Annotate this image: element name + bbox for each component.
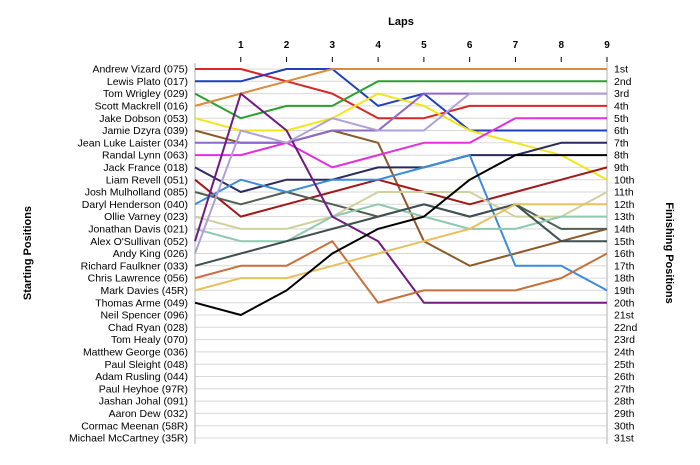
finish-position-label: 31st bbox=[614, 433, 634, 445]
finish-position-label: 5th bbox=[614, 113, 629, 125]
series-line-19 bbox=[194, 203, 607, 292]
start-position-label: Andy King (026) bbox=[113, 248, 188, 260]
start-position-label: Chris Lawrence (056) bbox=[88, 273, 188, 285]
x-tick-label: 7 bbox=[513, 40, 519, 51]
finish-position-label: 1st bbox=[614, 64, 628, 76]
start-position-label: Jamie Dzyra (039) bbox=[102, 125, 188, 137]
series-line-20 bbox=[194, 154, 607, 316]
x-tick-label: 4 bbox=[375, 40, 381, 51]
y-axis-label-right: Finishing Positions bbox=[663, 202, 675, 303]
finish-position-label: 20th bbox=[614, 297, 635, 309]
start-position-label: Neil Spencer (096) bbox=[100, 310, 188, 322]
finish-position-label: 2nd bbox=[614, 76, 632, 88]
start-position-label: Lewis Plato (017) bbox=[107, 76, 188, 88]
finish-position-label: 24th bbox=[614, 347, 635, 359]
y-axis-label-left: Starting Positions bbox=[22, 206, 34, 300]
start-position-label: Tom Wrigley (029) bbox=[103, 88, 188, 100]
x-tick-label: 5 bbox=[421, 40, 427, 51]
x-tick-label: 8 bbox=[558, 40, 564, 51]
start-position-label: Scott Mackrell (016) bbox=[95, 101, 188, 113]
finish-position-label: 14th bbox=[614, 224, 635, 236]
start-position-label: Adam Rusling (044) bbox=[95, 371, 188, 383]
start-position-label: Cormac Meenan (58R) bbox=[81, 420, 188, 432]
start-position-label: Paul Sleight (048) bbox=[105, 359, 188, 371]
finish-position-label: 29th bbox=[614, 408, 635, 420]
finish-position-label: 15th bbox=[614, 236, 635, 248]
start-position-label: Jashan Johal (091) bbox=[99, 396, 188, 408]
x-tick-label: 9 bbox=[604, 40, 610, 51]
finish-position-label: 22nd bbox=[614, 322, 638, 334]
finish-position-label: 30th bbox=[614, 420, 635, 432]
series-line-8 bbox=[195, 117, 607, 169]
finish-position-label: 8th bbox=[614, 150, 629, 162]
start-position-label: Michael McCartney (35R) bbox=[69, 433, 188, 445]
finish-position-label: 13th bbox=[614, 211, 635, 223]
chart-title: Laps bbox=[388, 16, 414, 28]
start-position-label: Paul Heyhoe (97R) bbox=[99, 383, 188, 395]
series-line-17 bbox=[194, 203, 607, 267]
x-tick-label: 2 bbox=[284, 40, 290, 51]
finish-position-label: 28th bbox=[614, 396, 635, 408]
start-position-label: Alex O'Sullivan (052) bbox=[90, 236, 188, 248]
start-position-label: Ollie Varney (023) bbox=[104, 211, 188, 223]
start-position-label: Jonathan Davis (021) bbox=[88, 224, 188, 236]
start-position-label: Randal Lynn (063) bbox=[102, 150, 188, 162]
series-line-18 bbox=[194, 240, 608, 304]
finish-position-label: 7th bbox=[614, 137, 629, 149]
finish-position-label: 21st bbox=[614, 310, 634, 322]
finish-position-label: 17th bbox=[614, 260, 635, 272]
finish-position-label: 10th bbox=[614, 174, 635, 186]
start-position-label: Richard Faulkner (033) bbox=[81, 260, 188, 272]
start-position-label: Daryl Henderson (040) bbox=[82, 199, 188, 211]
x-tick-label: 1 bbox=[238, 40, 244, 51]
start-position-label: Matthew George (036) bbox=[83, 347, 188, 359]
start-position-label: Josh Mulholland (085) bbox=[85, 187, 188, 199]
finish-position-label: 11th bbox=[614, 187, 634, 199]
finish-position-label: 16th bbox=[614, 248, 635, 260]
finish-position-label: 26th bbox=[614, 371, 635, 383]
finish-position-label: 9th bbox=[614, 162, 629, 174]
finish-position-label: 19th bbox=[614, 285, 635, 297]
series-line-16 bbox=[194, 92, 607, 254]
finish-position-label: 18th bbox=[614, 273, 635, 285]
finish-position-label: 23rd bbox=[614, 334, 635, 346]
finish-position-label: 3rd bbox=[614, 88, 629, 100]
start-position-label: Thomas Arme (049) bbox=[95, 297, 188, 309]
finish-position-label: 4th bbox=[614, 101, 629, 113]
finish-position-label: 27th bbox=[614, 383, 635, 395]
start-position-label: Tom Healy (070) bbox=[111, 334, 188, 346]
start-position-label: Andrew Vizard (075) bbox=[92, 64, 188, 76]
series-line-15 bbox=[194, 92, 607, 304]
start-position-label: Jack France (018) bbox=[103, 162, 188, 174]
finish-position-label: 25th bbox=[614, 359, 635, 371]
x-tick-label: 3 bbox=[330, 40, 336, 51]
series-line-10 bbox=[194, 166, 608, 218]
start-position-label: Jake Dobson (053) bbox=[99, 113, 188, 125]
finish-position-label: 6th bbox=[614, 125, 629, 137]
finish-position-label: 12th bbox=[614, 199, 635, 211]
start-position-label: Chad Ryan (028) bbox=[108, 322, 188, 334]
start-position-label: Aaron Dew (032) bbox=[109, 408, 188, 420]
start-position-label: Jean Luke Laister (034) bbox=[78, 137, 188, 149]
start-position-label: Mark Davies (45R) bbox=[100, 285, 188, 297]
series-line-12 bbox=[194, 154, 608, 292]
series-line-4 bbox=[194, 68, 607, 107]
start-position-label: Liam Revell (051) bbox=[106, 174, 188, 186]
x-tick-label: 6 bbox=[467, 40, 473, 51]
series-line-13 bbox=[194, 191, 608, 230]
